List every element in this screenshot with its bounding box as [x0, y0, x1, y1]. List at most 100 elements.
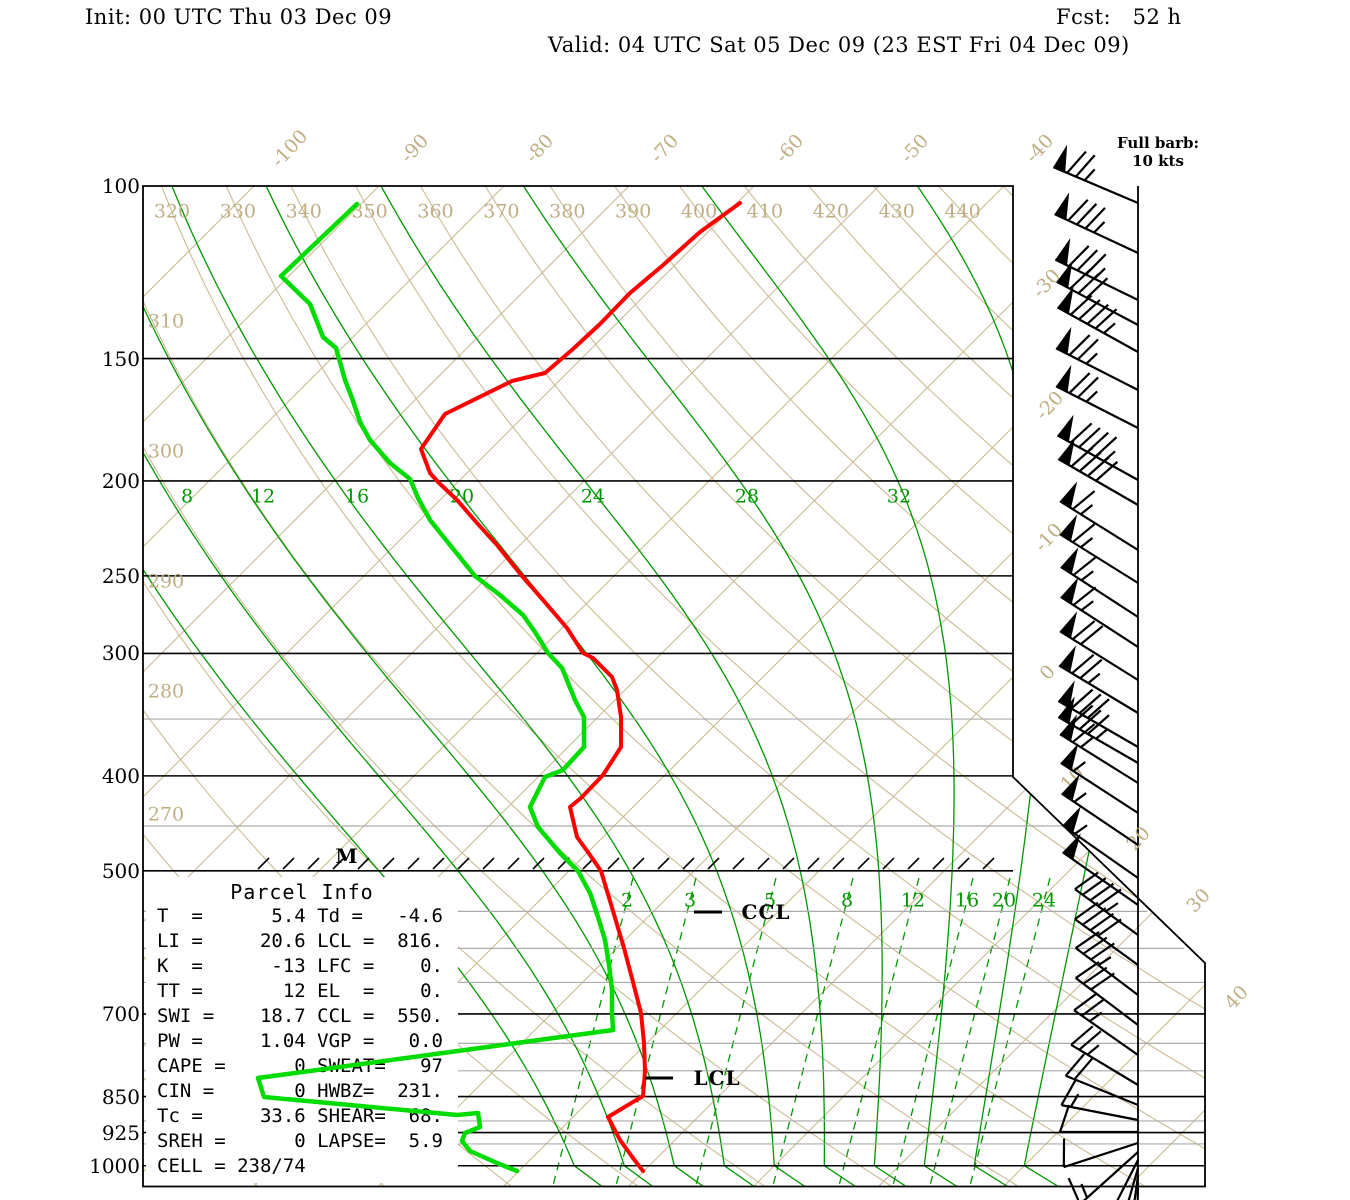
plot-border	[142, 185, 1206, 1188]
moist-adiabat-label-24: 24	[580, 485, 606, 508]
parcel-info-title: Parcel Info	[230, 880, 374, 904]
dry-adiabat-label-360: 360	[417, 200, 454, 223]
wind-barb	[1074, 901, 1139, 966]
parcel-info-row-10: CELL = 238/74	[157, 1155, 306, 1177]
parcel-info-row-2: K = -13 LFC = 0.	[157, 955, 443, 977]
moist-adiabat-label-32: 32	[886, 485, 912, 508]
major-pressure-lines	[143, 357, 1205, 1167]
moist-adiabat-label-28: 28	[734, 485, 760, 508]
temperature-curve	[419, 201, 742, 1173]
pressure-label-200: 200	[101, 468, 140, 493]
parcel-info-row-8: Tc = 33.6 SHEAR= 68.	[157, 1105, 443, 1127]
pressure-label-100: 100	[101, 174, 140, 198]
wind-barb	[1126, 1175, 1140, 1200]
wind-barb	[1055, 364, 1139, 429]
wind-barb	[1060, 547, 1139, 618]
dry-adiabat-label-430: 430	[878, 200, 915, 223]
legend-full-barb-text: Full barb:	[1116, 134, 1200, 152]
mixing-ratio-label-5: 5	[763, 889, 777, 912]
dry-adiabat-label-300: 300	[147, 440, 185, 463]
dry-adiabat-label-440: 440	[944, 200, 981, 223]
parcel-info-row-9: SREH = 0 LAPSE= 5.9	[157, 1130, 443, 1152]
valid-time-text: Valid: 04 UTC Sat 05 Dec 09 (23 EST Fri …	[548, 33, 1130, 57]
pressure-label-850: 850	[101, 1084, 140, 1109]
moist-adiabat-label-16: 16	[344, 485, 370, 508]
pressure-label-925: 925	[101, 1120, 140, 1145]
wind-barb	[1058, 645, 1139, 714]
dry-adiabat-label-380: 380	[549, 200, 586, 223]
lcl-label: LCL	[693, 1066, 741, 1090]
pressure-label-500: 500	[101, 858, 140, 883]
dry-adiabat-label-290: 290	[147, 570, 185, 593]
wind-barb	[1067, 1151, 1139, 1200]
pressure-label-400: 400	[101, 763, 140, 788]
parcel-info-row-5: PW = 1.04 VGP = 0.0	[157, 1030, 443, 1052]
wind-barb	[1074, 871, 1139, 936]
wind-barb	[1052, 144, 1139, 205]
wind-barb	[1115, 1167, 1140, 1200]
wind-barb	[1062, 1138, 1139, 1169]
wind-barb	[1058, 1104, 1138, 1134]
dry-adiabat-label-420: 420	[812, 200, 849, 223]
wind-barb	[1075, 931, 1139, 996]
wind-barb	[1055, 326, 1139, 391]
parcel-info-row-4: SWI = 18.7 CCL = 550.	[157, 1005, 443, 1027]
dry-adiabat-label-350: 350	[351, 200, 388, 223]
dry-adiabat-label-270: 270	[147, 803, 185, 826]
forecast-hour-text: Fcst: 52 h	[1056, 5, 1182, 29]
wind-barbs	[1052, 144, 1140, 1200]
wind-barb	[1059, 714, 1139, 784]
mixing-ratio-label-16: 16	[954, 889, 980, 912]
wind-barb-legend: Full barb: 10 kts	[1098, 134, 1218, 170]
wind-barb	[1070, 1025, 1139, 1086]
dewpoint-curve	[255, 201, 616, 1174]
moist-adiabat-label-8: 8	[180, 485, 194, 508]
wind-barb	[1073, 992, 1139, 1056]
parcel-info-box: Parcel Info T = 5.4 Td = -4.6 LI = 20.6 L…	[146, 877, 458, 1183]
dry-adiabat-label-400: 400	[680, 200, 718, 223]
dry-adiabat-label-280: 280	[147, 680, 185, 703]
init-time-text: Init: 00 UTC Thu 03 Dec 09	[85, 5, 393, 29]
mixing-ratio-label-8: 8	[840, 889, 854, 912]
wind-barb	[1061, 774, 1139, 846]
wind-barb	[1101, 1159, 1139, 1200]
dry-adiabat-label-370: 370	[483, 200, 520, 223]
wind-barb	[1060, 577, 1139, 648]
mixing-ratio-label-20: 20	[991, 889, 1017, 912]
pressure-label-700: 700	[101, 1001, 140, 1026]
parcel-info-row-6: CAPE = 0 SWEAT= 97	[157, 1055, 443, 1077]
wind-barb	[1064, 1053, 1139, 1107]
m-level-marker: M	[335, 844, 359, 868]
pressure-label-300: 300	[101, 641, 140, 666]
parcel-info-row-3: TT = 12 EL = 0.	[157, 980, 443, 1002]
mixing-ratio-label-12: 12	[900, 889, 926, 912]
wind-barb	[1135, 1183, 1140, 1200]
pressure-label-1000: 1000	[89, 1153, 140, 1178]
wind-barb	[1054, 192, 1139, 254]
pressure-label-250: 250	[101, 563, 140, 588]
mixing-ratio-label-2: 2	[620, 889, 634, 912]
wind-barb	[1062, 806, 1139, 879]
wind-barb	[1057, 438, 1139, 506]
moist-adiabat-label-12: 12	[250, 485, 276, 508]
parcel-info-row-7: CIN = 0 HWBZ= 231.	[157, 1080, 443, 1102]
dry-adiabat-label-310: 310	[147, 310, 185, 333]
parcel-info-rows: T = 5.4 Td = -4.6 LI = 20.6 LCL = 816. K =…	[146, 904, 458, 1179]
wind-barb	[1059, 611, 1139, 681]
dry-adiabat-label-390: 390	[615, 200, 652, 223]
wind-barb	[1060, 743, 1139, 814]
mixing-ratio-label-24: 24	[1031, 889, 1057, 912]
dry-adiabat-label-320: 320	[153, 200, 191, 223]
dry-adiabat-label-340: 340	[285, 200, 322, 223]
freezing-hatch-marks	[257, 857, 995, 870]
wind-barb	[1059, 481, 1139, 551]
wind-barb	[1062, 833, 1139, 906]
ccl-label: CCL	[741, 900, 791, 924]
wind-barb	[1057, 286, 1139, 353]
legend-kts-text: 10 kts	[1132, 152, 1184, 170]
dry-adiabat-label-330: 330	[219, 200, 256, 223]
parcel-info-row-0: T = 5.4 Td = -4.6	[157, 905, 443, 927]
